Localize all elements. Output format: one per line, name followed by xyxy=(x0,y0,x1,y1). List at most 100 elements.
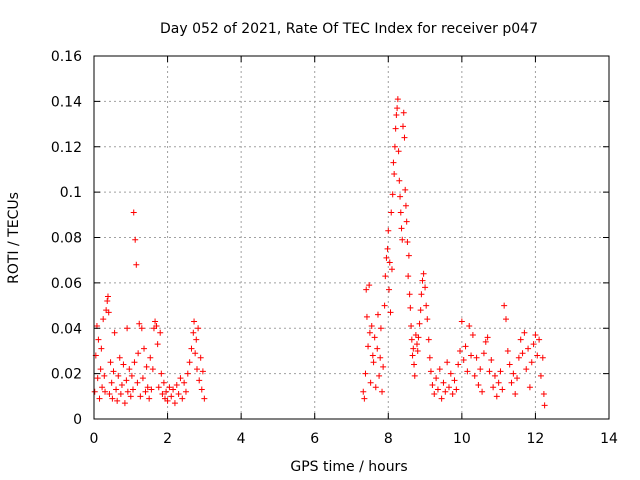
data-point xyxy=(190,329,197,336)
data-point xyxy=(471,372,478,379)
data-point xyxy=(512,391,519,398)
data-point xyxy=(137,393,144,400)
x-tick-label: 2 xyxy=(163,431,172,447)
data-point xyxy=(181,379,188,386)
data-point xyxy=(541,402,548,409)
data-point xyxy=(377,325,384,332)
data-point xyxy=(134,379,141,386)
data-point xyxy=(404,239,411,246)
data-point xyxy=(98,345,105,352)
data-point xyxy=(371,334,378,341)
data-point xyxy=(462,343,469,350)
data-point xyxy=(91,388,98,395)
data-point xyxy=(366,282,373,289)
data-point xyxy=(392,125,399,132)
x-tick-label: 12 xyxy=(527,431,545,447)
data-point xyxy=(388,209,395,216)
data-point xyxy=(133,261,140,268)
data-point xyxy=(171,400,178,407)
data-point xyxy=(379,388,386,395)
data-point xyxy=(480,350,487,357)
data-point xyxy=(386,286,393,293)
data-point xyxy=(139,375,146,382)
data-point xyxy=(372,384,379,391)
data-point xyxy=(188,345,195,352)
data-point xyxy=(158,370,165,377)
data-point xyxy=(429,381,436,388)
data-point xyxy=(117,391,124,398)
data-point xyxy=(426,354,433,361)
data-point xyxy=(152,318,159,325)
y-tick-label: 0.14 xyxy=(51,94,82,110)
data-point xyxy=(433,375,440,382)
data-point xyxy=(374,345,381,352)
y-tick-label: 0.08 xyxy=(51,231,82,247)
data-point xyxy=(163,388,170,395)
data-point xyxy=(107,359,114,366)
data-point xyxy=(495,379,502,386)
data-point xyxy=(195,325,202,332)
grid-lines xyxy=(94,56,609,419)
data-point xyxy=(95,336,102,343)
data-point xyxy=(409,352,416,359)
data-point xyxy=(138,325,145,332)
data-point xyxy=(532,332,539,339)
data-point xyxy=(416,320,423,327)
data-point xyxy=(411,372,418,379)
data-point xyxy=(155,384,162,391)
y-tick-label: 0 xyxy=(73,412,82,428)
data-point xyxy=(160,379,167,386)
data-point xyxy=(144,384,151,391)
data-point xyxy=(104,298,111,305)
data-point xyxy=(488,357,495,364)
data-point xyxy=(457,347,464,354)
data-point xyxy=(149,366,156,373)
data-point xyxy=(438,395,445,402)
data-point xyxy=(427,368,434,375)
data-point xyxy=(460,357,467,364)
data-point xyxy=(135,350,142,357)
data-point xyxy=(173,381,180,388)
data-point xyxy=(453,386,460,393)
data-point xyxy=(445,384,452,391)
data-point xyxy=(170,386,177,393)
data-point xyxy=(362,370,369,377)
data-point xyxy=(99,384,106,391)
data-point xyxy=(410,345,417,352)
data-point xyxy=(159,391,166,398)
data-point xyxy=(447,370,454,377)
data-point xyxy=(508,379,515,386)
data-point xyxy=(425,336,432,343)
data-point xyxy=(365,343,372,350)
data-point xyxy=(501,302,508,309)
data-point xyxy=(395,148,402,155)
data-point xyxy=(186,359,193,366)
data-point xyxy=(124,325,131,332)
y-tick-label: 0.16 xyxy=(51,49,82,65)
data-point xyxy=(391,170,398,177)
data-point xyxy=(121,400,128,407)
data-point xyxy=(411,361,418,368)
data-point xyxy=(146,395,153,402)
data-point xyxy=(402,186,409,193)
data-point xyxy=(536,336,543,343)
data-point xyxy=(468,352,475,359)
data-point xyxy=(368,322,375,329)
data-point xyxy=(104,293,111,300)
data-point xyxy=(499,386,506,393)
data-point xyxy=(127,393,134,400)
data-point xyxy=(422,284,429,291)
data-point xyxy=(464,368,471,375)
data-point xyxy=(387,309,394,316)
data-point xyxy=(402,202,409,209)
data-points xyxy=(91,96,548,409)
data-point xyxy=(449,391,456,398)
data-point xyxy=(177,375,184,382)
data-point xyxy=(389,191,396,198)
data-point xyxy=(363,286,370,293)
data-point xyxy=(388,266,395,273)
x-tick-label: 0 xyxy=(90,431,99,447)
data-point xyxy=(525,345,532,352)
data-point xyxy=(397,209,404,216)
